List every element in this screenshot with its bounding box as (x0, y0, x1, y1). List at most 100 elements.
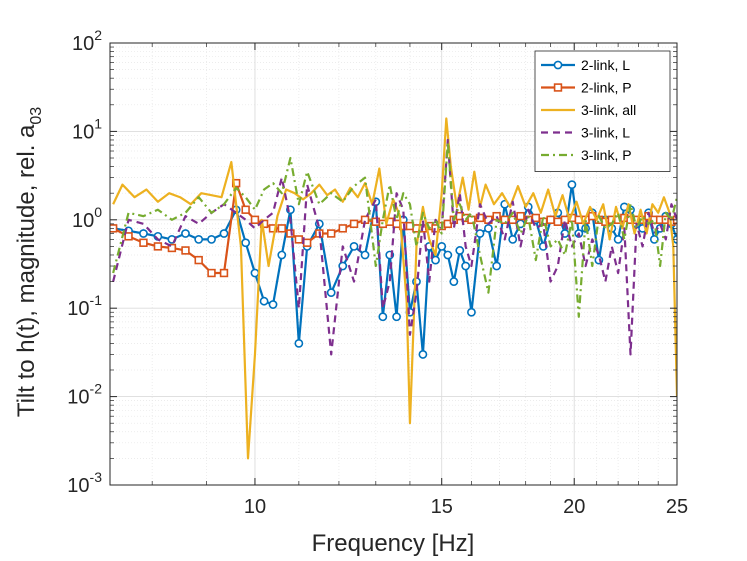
y-tick-label: 100 (72, 204, 102, 232)
marker-circle (461, 261, 471, 271)
marker-square (207, 268, 216, 278)
series-line (112, 117, 677, 460)
marker-circle (431, 255, 440, 265)
marker-square (124, 232, 133, 241)
marker-square (153, 242, 163, 251)
marker-circle (418, 350, 428, 359)
y-tick-base: 10 (72, 33, 94, 55)
legend-item: 3-link, L (541, 125, 630, 141)
legend-item: 2-link, P (541, 80, 632, 96)
y-tick-exponent: -2 (90, 381, 103, 397)
y-tick-base: 10 (67, 475, 89, 497)
marker-square (167, 243, 177, 253)
series-line (112, 138, 677, 356)
marker-circle (181, 229, 190, 238)
marker-square (475, 213, 485, 223)
marker-circle (475, 229, 485, 238)
y-tick-base: 10 (72, 210, 94, 232)
legend: 2-link, L 2-link, P 3-link, all 3-link, L 3-… (534, 50, 671, 172)
marker-circle (268, 300, 278, 309)
x-tick-label: 10 (244, 496, 266, 518)
marker-circle (139, 229, 148, 238)
marker-square (516, 211, 525, 221)
y-tick-base: 10 (67, 387, 89, 409)
marker-circle (259, 296, 269, 306)
marker-square (508, 215, 517, 224)
axis-ticks (110, 42, 678, 486)
marker-circle (467, 307, 476, 317)
series-line (112, 141, 677, 318)
marker-circle (250, 268, 260, 278)
y-tick-label: 101 (72, 115, 102, 143)
marker-circle (567, 180, 577, 190)
marker-square (546, 215, 555, 224)
marker-legend (553, 60, 563, 70)
marker-circle (392, 312, 401, 322)
y-tick-exponent: -1 (90, 292, 103, 308)
series-5 (112, 141, 677, 318)
y-tick-label: 10-2 (67, 381, 102, 409)
y-tick-exponent: 0 (94, 204, 102, 220)
marker-square (553, 217, 563, 226)
marker-circle (326, 288, 336, 298)
marker-square (181, 246, 190, 255)
marker-circle (508, 235, 518, 244)
marker-square (326, 229, 336, 238)
marker-circle (613, 235, 623, 244)
marker-circle (483, 223, 493, 233)
plot-series-group (110, 117, 677, 460)
y-tick-exponent: 1 (94, 115, 102, 131)
marker-circle (277, 250, 287, 260)
marker-square (139, 238, 148, 247)
marker-circle (455, 246, 465, 255)
marker-circle (219, 229, 229, 238)
marker-square (241, 205, 250, 214)
y-axis-label: Tilt to h(t), magnitude, rel. a03 (13, 107, 45, 417)
x-tick-label: 25 (666, 496, 688, 518)
marker-circle (492, 261, 502, 271)
legend-box (534, 50, 671, 172)
marker-circle (241, 238, 251, 248)
y-tick-exponent: -3 (90, 469, 103, 485)
legend-item: 3-link, all (541, 102, 636, 118)
marker-circle (349, 242, 359, 251)
legend-item: 3-link, P (541, 147, 632, 163)
x-tick-label: 15 (431, 496, 453, 518)
marker-circle (294, 338, 304, 348)
x-tick-label: 20 (563, 496, 585, 518)
x-tick-labels: 10 15 20 25 (244, 496, 688, 518)
y-tick-base: 10 (72, 121, 94, 143)
marker-circle (378, 312, 388, 322)
marker-legend (553, 83, 563, 92)
y-tick-label: 102 (72, 27, 102, 55)
marker-circle (443, 250, 453, 260)
marker-square (268, 224, 278, 233)
marker-square (338, 224, 347, 233)
legend-item: 2-link, L (541, 57, 630, 73)
marker-square (349, 219, 359, 229)
y-tick-base: 10 (67, 298, 89, 320)
x-axis-label: Frequency [Hz] (312, 530, 475, 557)
legend-label: 2-link, P (581, 80, 632, 96)
y-tick-label: 10-3 (67, 469, 102, 497)
legend-label: 2-link, L (581, 57, 630, 73)
marker-square (392, 219, 401, 229)
marker-circle (194, 235, 204, 244)
y-axis-label-main: Tilt to h(t), magnitude, rel. a (13, 124, 40, 417)
marker-square (219, 268, 229, 278)
legend-label: 3-link, P (581, 147, 632, 163)
marker-square (302, 238, 312, 247)
marker-square (277, 224, 286, 233)
y-tick-exponent: 2 (94, 27, 102, 43)
marker-square (294, 235, 304, 244)
legend-label: 3-link, all (581, 102, 636, 118)
series-3 (112, 117, 677, 460)
legend-label: 3-link, L (581, 125, 630, 141)
marker-circle (437, 242, 447, 251)
marker-square (194, 255, 203, 265)
marker-circle (449, 277, 459, 286)
marker-circle (207, 235, 216, 244)
marker-square (500, 215, 509, 224)
